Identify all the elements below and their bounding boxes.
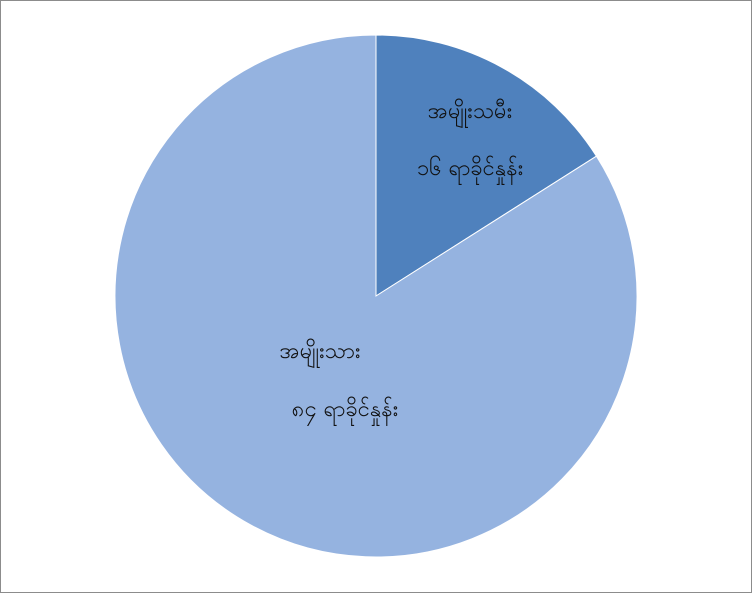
pie-slice-male xyxy=(114,34,638,558)
slice-value-female: ၁၆ ရာခိုင်နှုန်း xyxy=(417,155,523,185)
pie-slice-female xyxy=(375,34,598,297)
slice-label-male: အမျိုးသား xyxy=(280,338,361,369)
pie-labels: အမျိုးသမီး ၁၆ ရာခိုင်နှုန်း အမျိုးသား ၈၄… xyxy=(280,98,524,426)
slice-label-female: အမျိုးသမီး xyxy=(428,98,512,129)
pie-slices xyxy=(114,34,638,558)
slice-value-male: ၈၄ ရာခိုင်နှုန်း xyxy=(292,396,399,426)
